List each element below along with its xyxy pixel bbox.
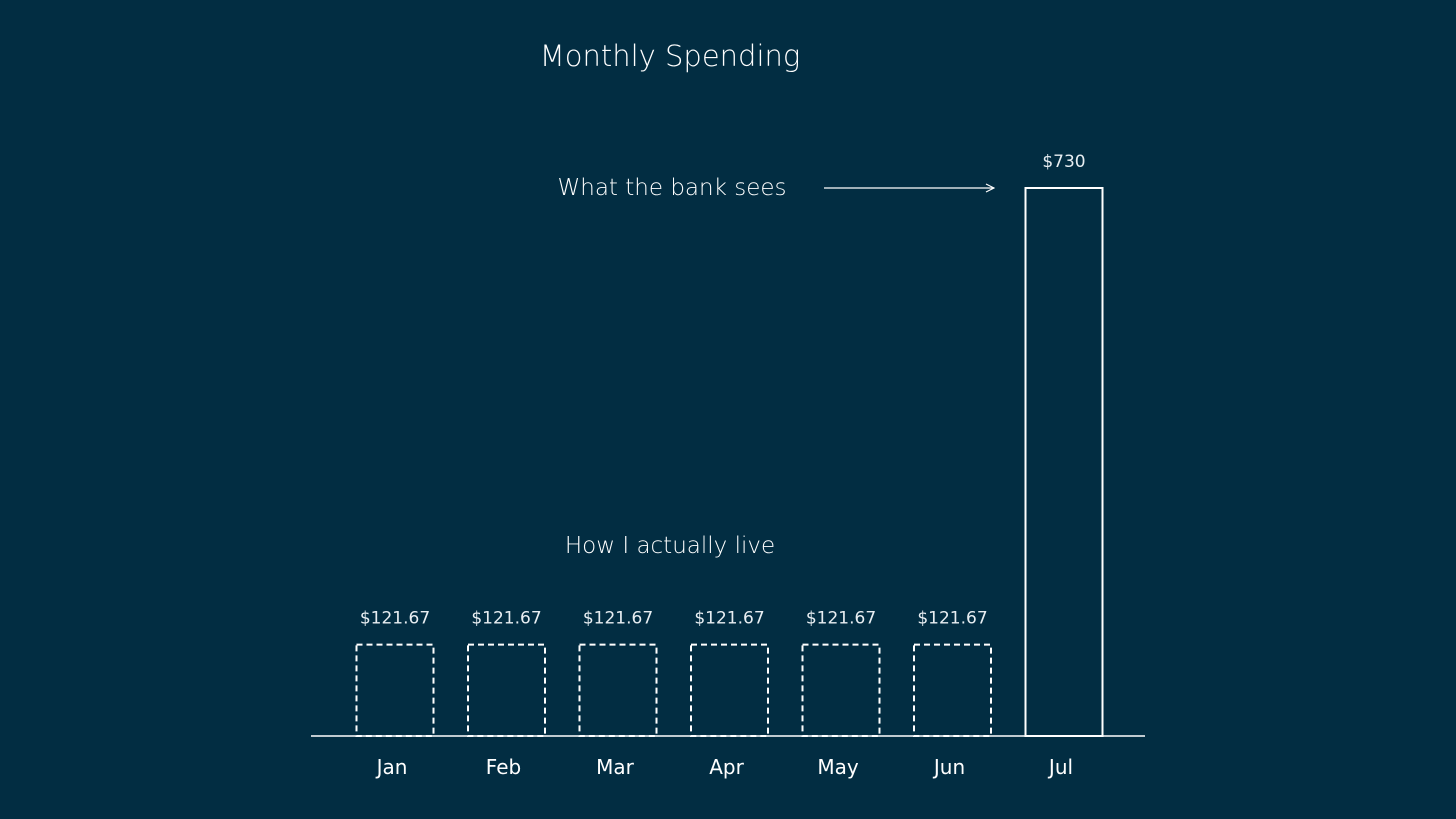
value-label-mar: $121.67 [583,609,653,629]
bars-group [355,187,1104,738]
x-tick-label-apr: Apr [709,755,744,779]
value-label-jan: $121.67 [360,609,430,629]
value-label-apr: $121.67 [694,609,764,629]
chart-title: Monthly Spending [540,39,801,73]
bar-jul [1024,187,1104,737]
x-tick-label-may: May [817,755,859,779]
bar-jan [355,643,435,738]
x-tick-label-mar: Mar [596,755,635,779]
x-tick-label-jun: Jun [932,755,965,779]
value-label-jul: $730 [1042,152,1085,172]
x-tick-label-jan: Jan [375,755,408,779]
annotation-actually-live: How I actually live [565,533,775,559]
bar-may [801,643,881,738]
value-label-may: $121.67 [806,609,876,629]
x-tick-label-jul: Jul [1047,755,1073,779]
value-labels-group: $121.67 $121.67 $121.67 $121.67 $121.67 $121.… [360,152,1086,629]
value-label-jun: $121.67 [917,609,987,629]
bar-feb [467,643,546,738]
annotation-bank-sees: What the bank sees [558,175,787,201]
x-tick-label-feb: Feb [486,755,521,779]
bar-apr [690,643,769,738]
x-tick-labels-group: Jan Feb Mar Apr May Jun Jul [375,755,1073,779]
bar-jun [913,643,992,738]
value-label-feb: $121.67 [471,609,541,629]
bar-mar [578,643,658,738]
